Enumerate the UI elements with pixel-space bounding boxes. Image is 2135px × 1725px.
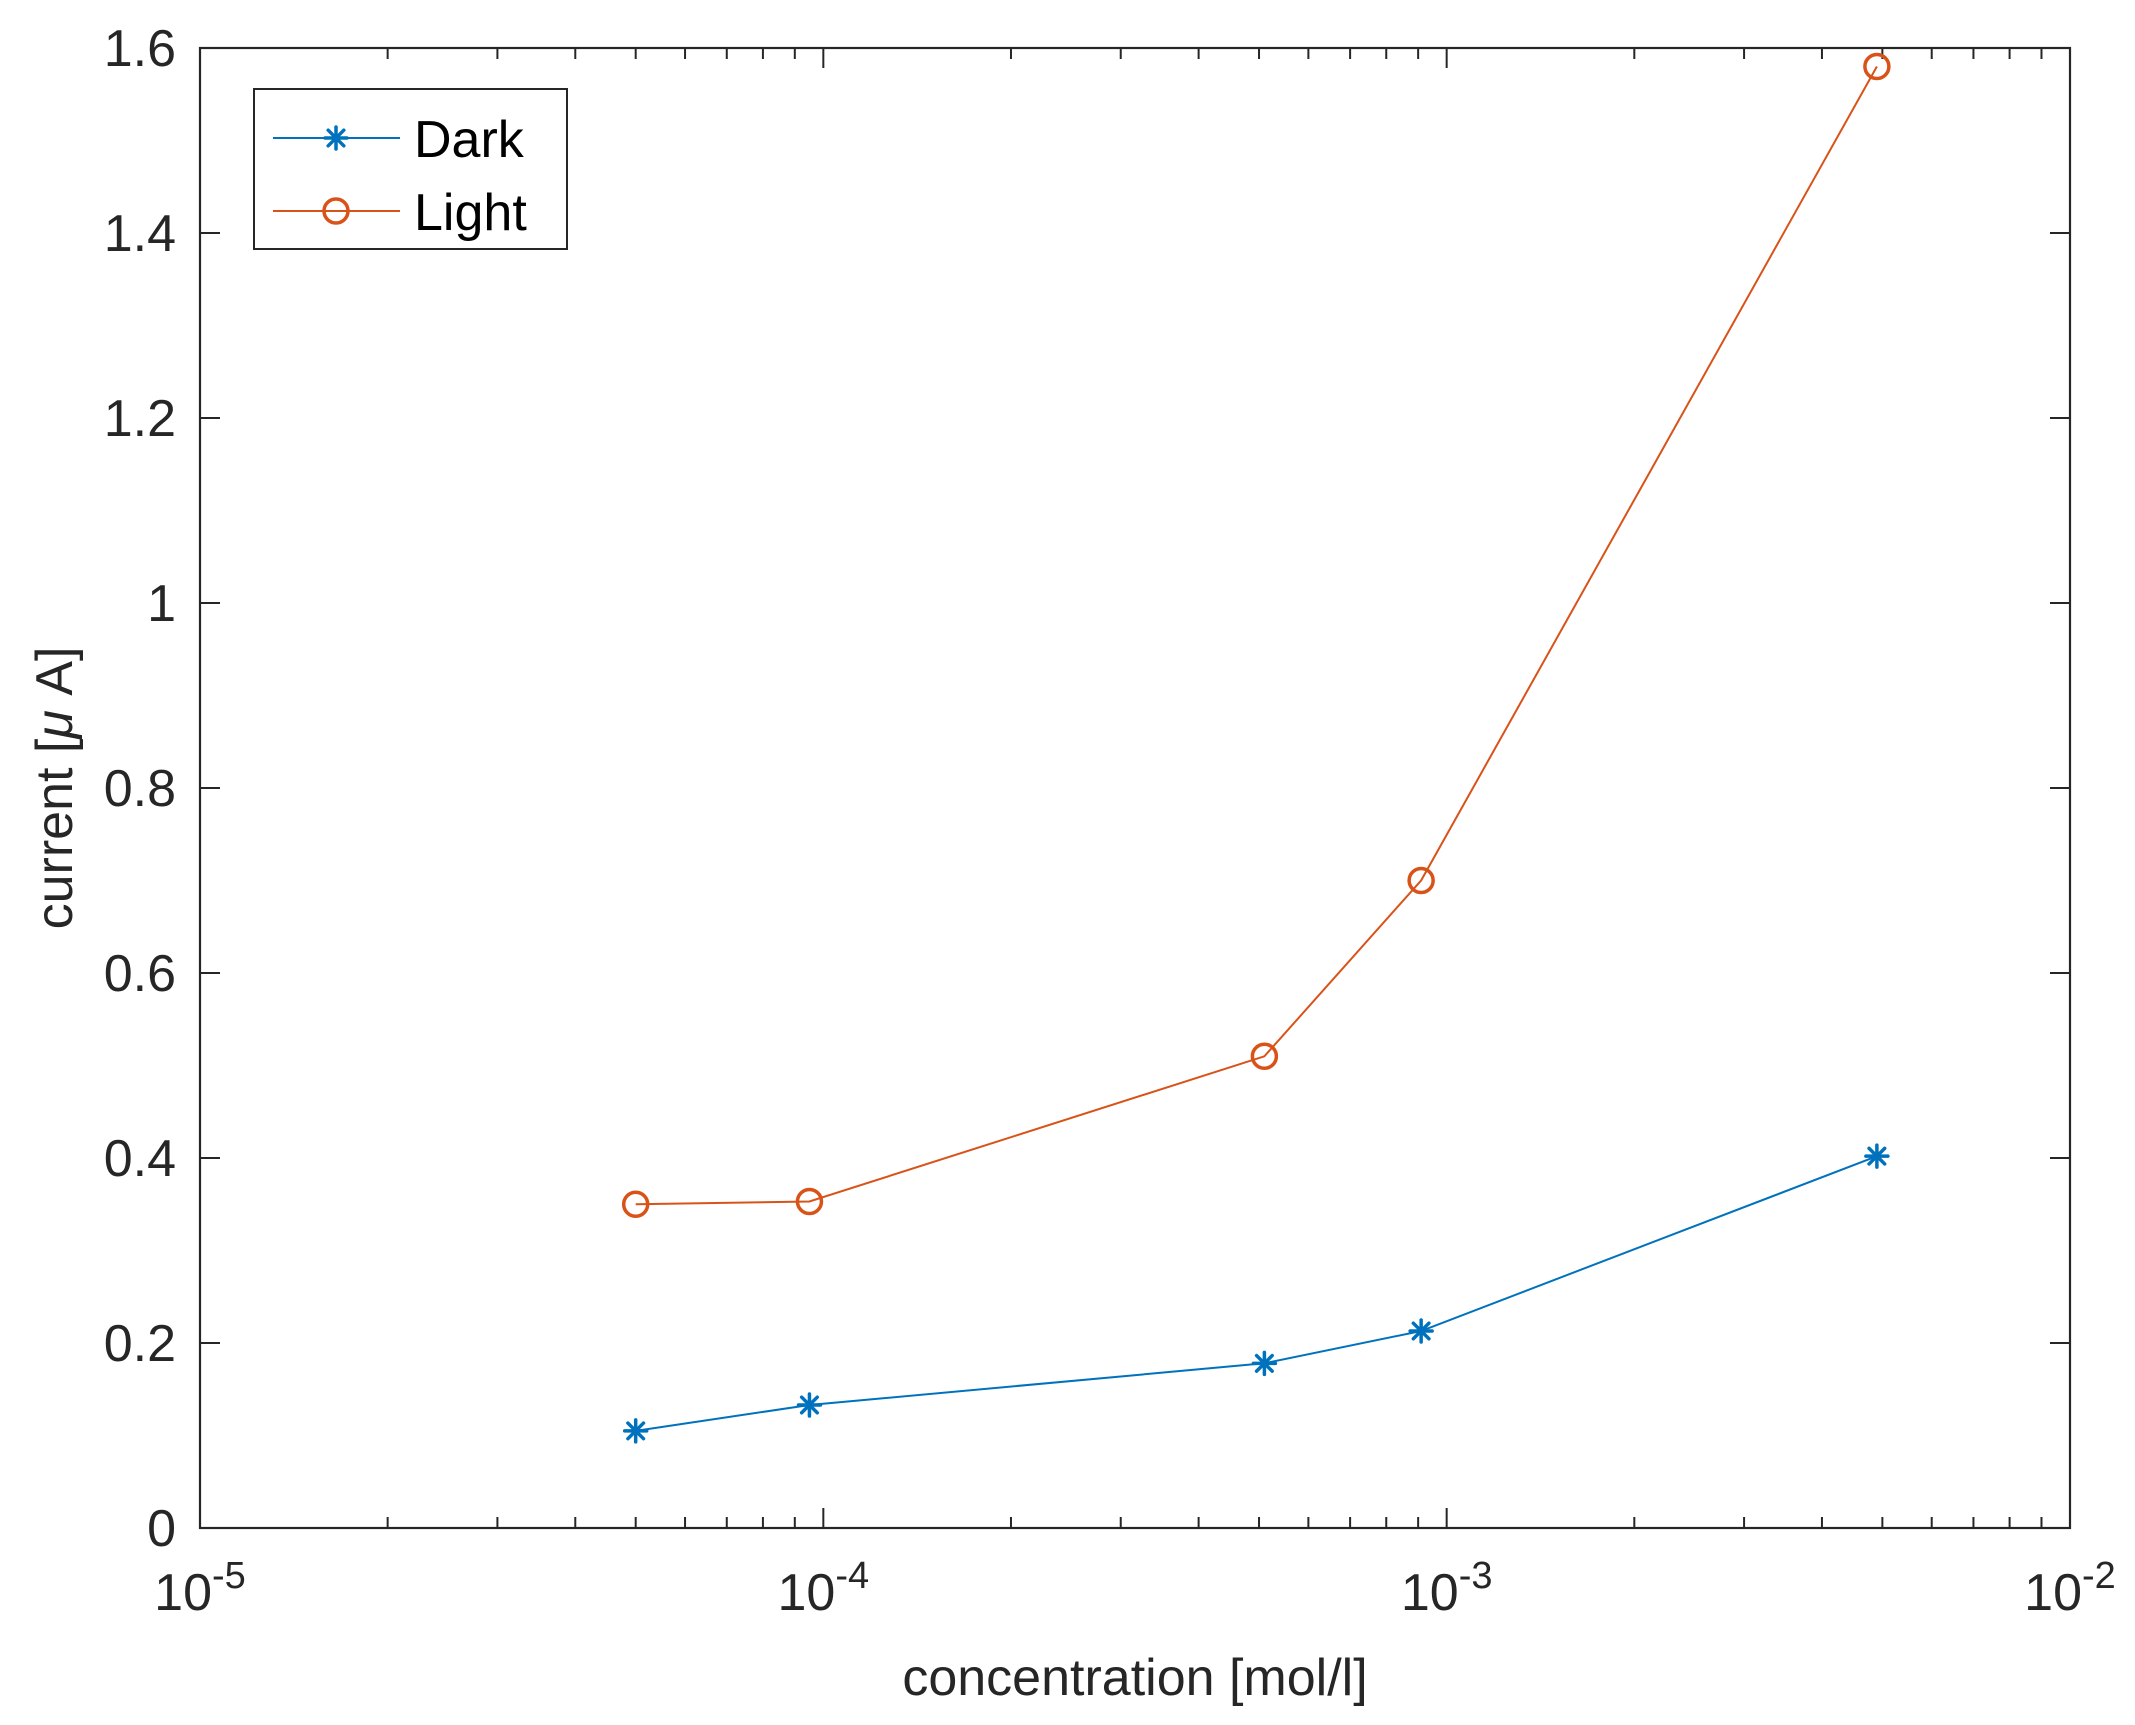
y-axis-title-suffix: A] (26, 647, 84, 711)
y-axis-title-mu: μ (26, 710, 84, 741)
series-line-light (635, 66, 1878, 1206)
series-light (621, 52, 1891, 1218)
x-tick-label: 10-2 (2024, 1555, 2116, 1622)
data-point-dark (796, 1392, 823, 1418)
y-tick-label: 1.2 (104, 390, 176, 448)
data-point-dark-stroke (799, 1395, 819, 1415)
y-tick-label: 1.4 (104, 205, 176, 263)
x-tick-label-exponent: -2 (2082, 1555, 2116, 1597)
legend-marker-symbol-light (322, 197, 350, 225)
y-tick-label: 1.6 (104, 20, 176, 78)
legend-label-dark: Dark (414, 111, 525, 169)
data-point-light (1863, 52, 1891, 81)
data-point-light (1250, 1042, 1279, 1070)
x-tick-label-base: 10 (154, 1564, 212, 1622)
x-tick-label-exponent: -4 (835, 1555, 869, 1597)
legend: Dark Light (253, 88, 568, 250)
legend-marker-dark (323, 125, 349, 151)
data-point-dark (1408, 1318, 1434, 1344)
y-tick-label: 0.6 (104, 945, 176, 1003)
plot-area (200, 48, 2070, 1528)
data-point-light (621, 1190, 650, 1218)
legend-entry-light: Light (273, 184, 527, 242)
y-axis-title: current [μ A] (26, 647, 84, 930)
y-tick-label: 1 (147, 575, 176, 633)
legend-marker-light (322, 197, 350, 225)
x-tick-label: 10-4 (778, 1555, 870, 1622)
legend-label-light: Light (414, 184, 527, 242)
tick-labels: 00.20.40.60.811.21.41.610-5 10-4 10-3 10-2 (104, 20, 2116, 1622)
legend-marker-symbol-dark (323, 125, 349, 151)
x-tick-label: 10-3 (1401, 1555, 1493, 1622)
y-tick-label: 0.4 (104, 1130, 176, 1188)
data-point-dark-stroke (1867, 1146, 1887, 1166)
x-axis-title: concentration [mol/l] (902, 1649, 1367, 1707)
data-point-dark-stroke (626, 1421, 646, 1441)
x-tick-label-base: 10 (2024, 1564, 2082, 1622)
legend-entry-dark: Dark (273, 111, 525, 169)
data-point-dark-stroke (1411, 1321, 1431, 1341)
data-point-dark-stroke (1254, 1353, 1274, 1373)
y-tick-label: 0.2 (104, 1315, 176, 1373)
data-point-light (1407, 866, 1435, 895)
y-axis-title-prefix: current [ (26, 738, 84, 929)
x-tick-label-exponent: -5 (212, 1555, 246, 1597)
data-series (621, 52, 1891, 1444)
legend-box (253, 88, 568, 250)
x-tick-label-exponent: -3 (1459, 1555, 1493, 1597)
y-tick-label: 0.8 (104, 760, 176, 818)
data-point-dark (622, 1418, 649, 1444)
legend-marker-symbol-dark-stroke (326, 128, 346, 148)
y-tick-label: 0 (147, 1500, 176, 1558)
data-point-light (795, 1187, 824, 1216)
x-tick-label: 10-5 (154, 1555, 246, 1622)
x-tick-label-base: 10 (778, 1564, 836, 1622)
x-tick-label-base: 10 (1401, 1564, 1459, 1622)
data-point-dark (1864, 1143, 1890, 1169)
plot-frame (198, 46, 2072, 1530)
data-point-dark (1251, 1350, 1278, 1377)
series-dark (622, 1143, 1890, 1444)
